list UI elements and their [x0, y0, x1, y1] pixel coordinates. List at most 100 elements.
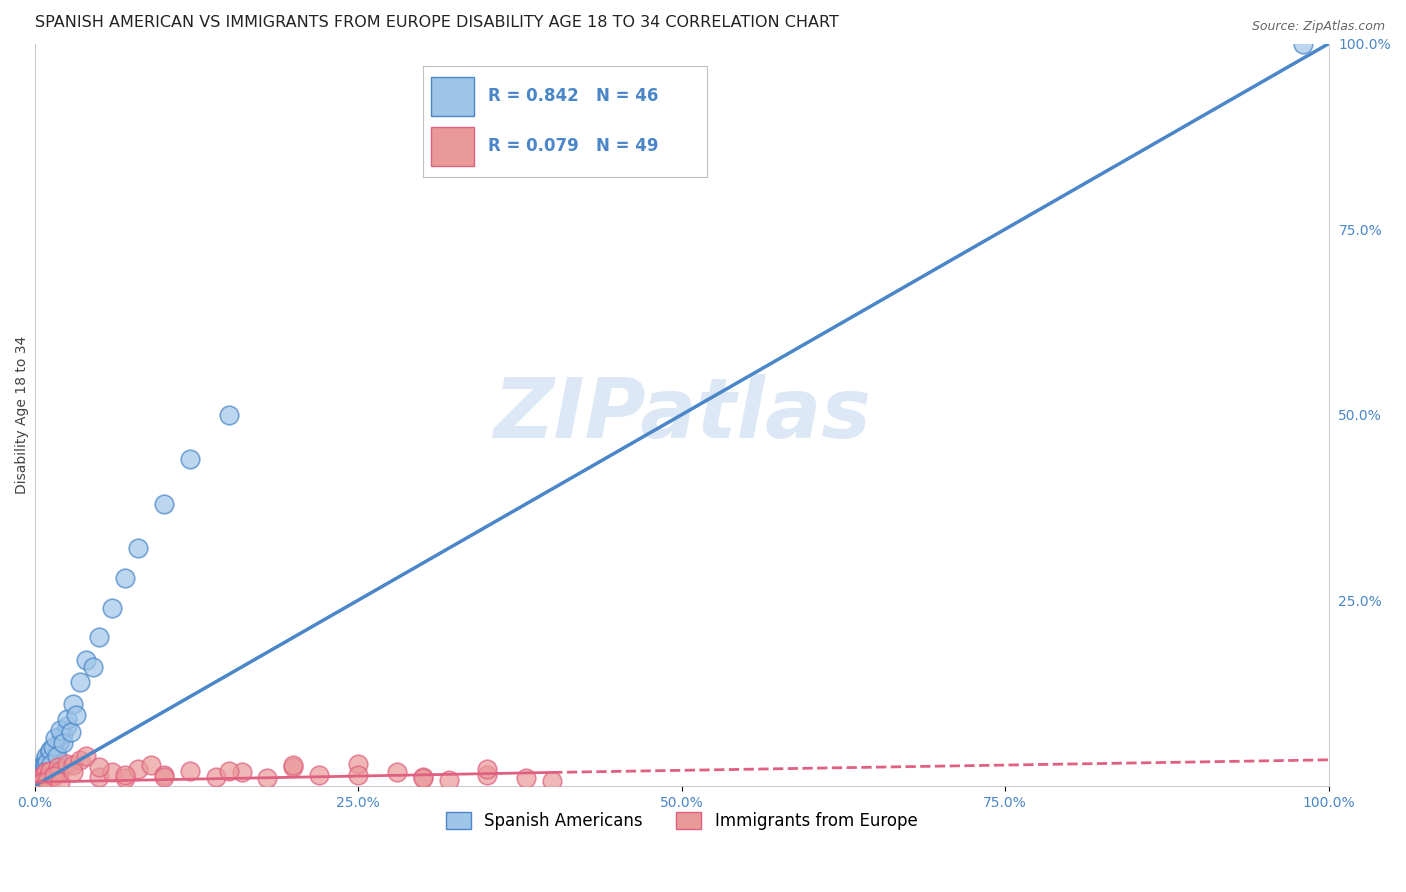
Point — [31, 765, 53, 780]
Point — [82, 660, 104, 674]
Point — [75, 749, 97, 764]
Point — [139, 758, 162, 772]
Point — [101, 600, 124, 615]
Point — [52, 736, 75, 750]
Point — [153, 767, 176, 781]
Point — [75, 652, 97, 666]
Point — [65, 708, 87, 723]
Point — [46, 760, 69, 774]
Point — [69, 674, 91, 689]
Point — [32, 763, 55, 777]
Point — [35, 749, 58, 764]
Point — [347, 767, 370, 781]
Point — [62, 758, 84, 772]
Point — [38, 764, 60, 778]
Point — [41, 756, 63, 771]
Point — [39, 745, 62, 759]
Point — [37, 772, 59, 786]
Point — [347, 756, 370, 771]
Text: SPANISH AMERICAN VS IMMIGRANTS FROM EUROPE DISABILITY AGE 18 TO 34 CORRELATION C: SPANISH AMERICAN VS IMMIGRANTS FROM EURO… — [35, 15, 838, 30]
Text: ZIPatlas: ZIPatlas — [492, 375, 870, 455]
Point — [25, 775, 48, 789]
Point — [114, 767, 136, 781]
Point — [89, 760, 111, 774]
Point — [477, 767, 499, 781]
Point — [69, 753, 91, 767]
Point — [385, 765, 408, 780]
Point — [31, 767, 53, 781]
Point — [44, 731, 66, 745]
Point — [27, 772, 49, 787]
Point — [153, 497, 176, 511]
Point — [31, 774, 53, 789]
Point — [38, 758, 60, 772]
Point — [37, 756, 59, 771]
Point — [34, 758, 56, 772]
Point — [56, 756, 79, 771]
Point — [62, 697, 84, 711]
Point — [437, 772, 460, 787]
Point — [153, 770, 176, 784]
Point — [412, 770, 434, 784]
Point — [46, 738, 69, 752]
Point — [412, 772, 434, 786]
Point — [41, 740, 63, 755]
Point — [41, 750, 63, 764]
Point — [477, 763, 499, 777]
Point — [256, 772, 278, 786]
Point — [218, 764, 240, 778]
Point — [89, 770, 111, 784]
Point — [44, 747, 66, 762]
Point — [283, 758, 305, 772]
Point — [179, 452, 201, 467]
Point — [32, 765, 55, 780]
Point — [114, 772, 136, 786]
Point — [283, 760, 305, 774]
Point — [59, 725, 82, 739]
Point — [62, 765, 84, 780]
Point — [127, 541, 149, 556]
Point — [101, 765, 124, 780]
Point — [30, 770, 52, 784]
Point — [42, 767, 65, 781]
Point — [127, 763, 149, 777]
Point — [28, 764, 51, 778]
Point — [56, 712, 79, 726]
Point — [49, 775, 72, 789]
Text: Source: ZipAtlas.com: Source: ZipAtlas.com — [1251, 20, 1385, 33]
Point — [28, 772, 51, 786]
Point — [27, 767, 49, 781]
Point — [231, 765, 253, 780]
Point — [28, 770, 51, 784]
Point — [35, 765, 58, 780]
Point — [34, 772, 56, 786]
Point — [49, 764, 72, 778]
Point — [49, 723, 72, 738]
Legend: Spanish Americans, Immigrants from Europe: Spanish Americans, Immigrants from Europ… — [439, 805, 924, 837]
Point — [39, 743, 62, 757]
Point — [541, 774, 564, 789]
Point — [52, 727, 75, 741]
Point — [30, 772, 52, 786]
Point — [49, 734, 72, 748]
Point — [204, 770, 226, 784]
Point — [515, 772, 537, 786]
Point — [45, 749, 67, 764]
Point — [56, 719, 79, 733]
Point — [114, 571, 136, 585]
Point — [89, 631, 111, 645]
Point — [218, 408, 240, 422]
Point — [42, 769, 65, 783]
Point — [30, 760, 52, 774]
Point — [32, 767, 55, 781]
Point — [39, 764, 62, 778]
Point — [179, 764, 201, 778]
Point — [30, 776, 52, 790]
Point — [37, 755, 59, 769]
Point — [37, 773, 59, 788]
Point — [308, 767, 330, 781]
Y-axis label: Disability Age 18 to 34: Disability Age 18 to 34 — [15, 335, 30, 494]
Point — [42, 741, 65, 756]
Point — [1292, 37, 1315, 51]
Point — [34, 753, 56, 767]
